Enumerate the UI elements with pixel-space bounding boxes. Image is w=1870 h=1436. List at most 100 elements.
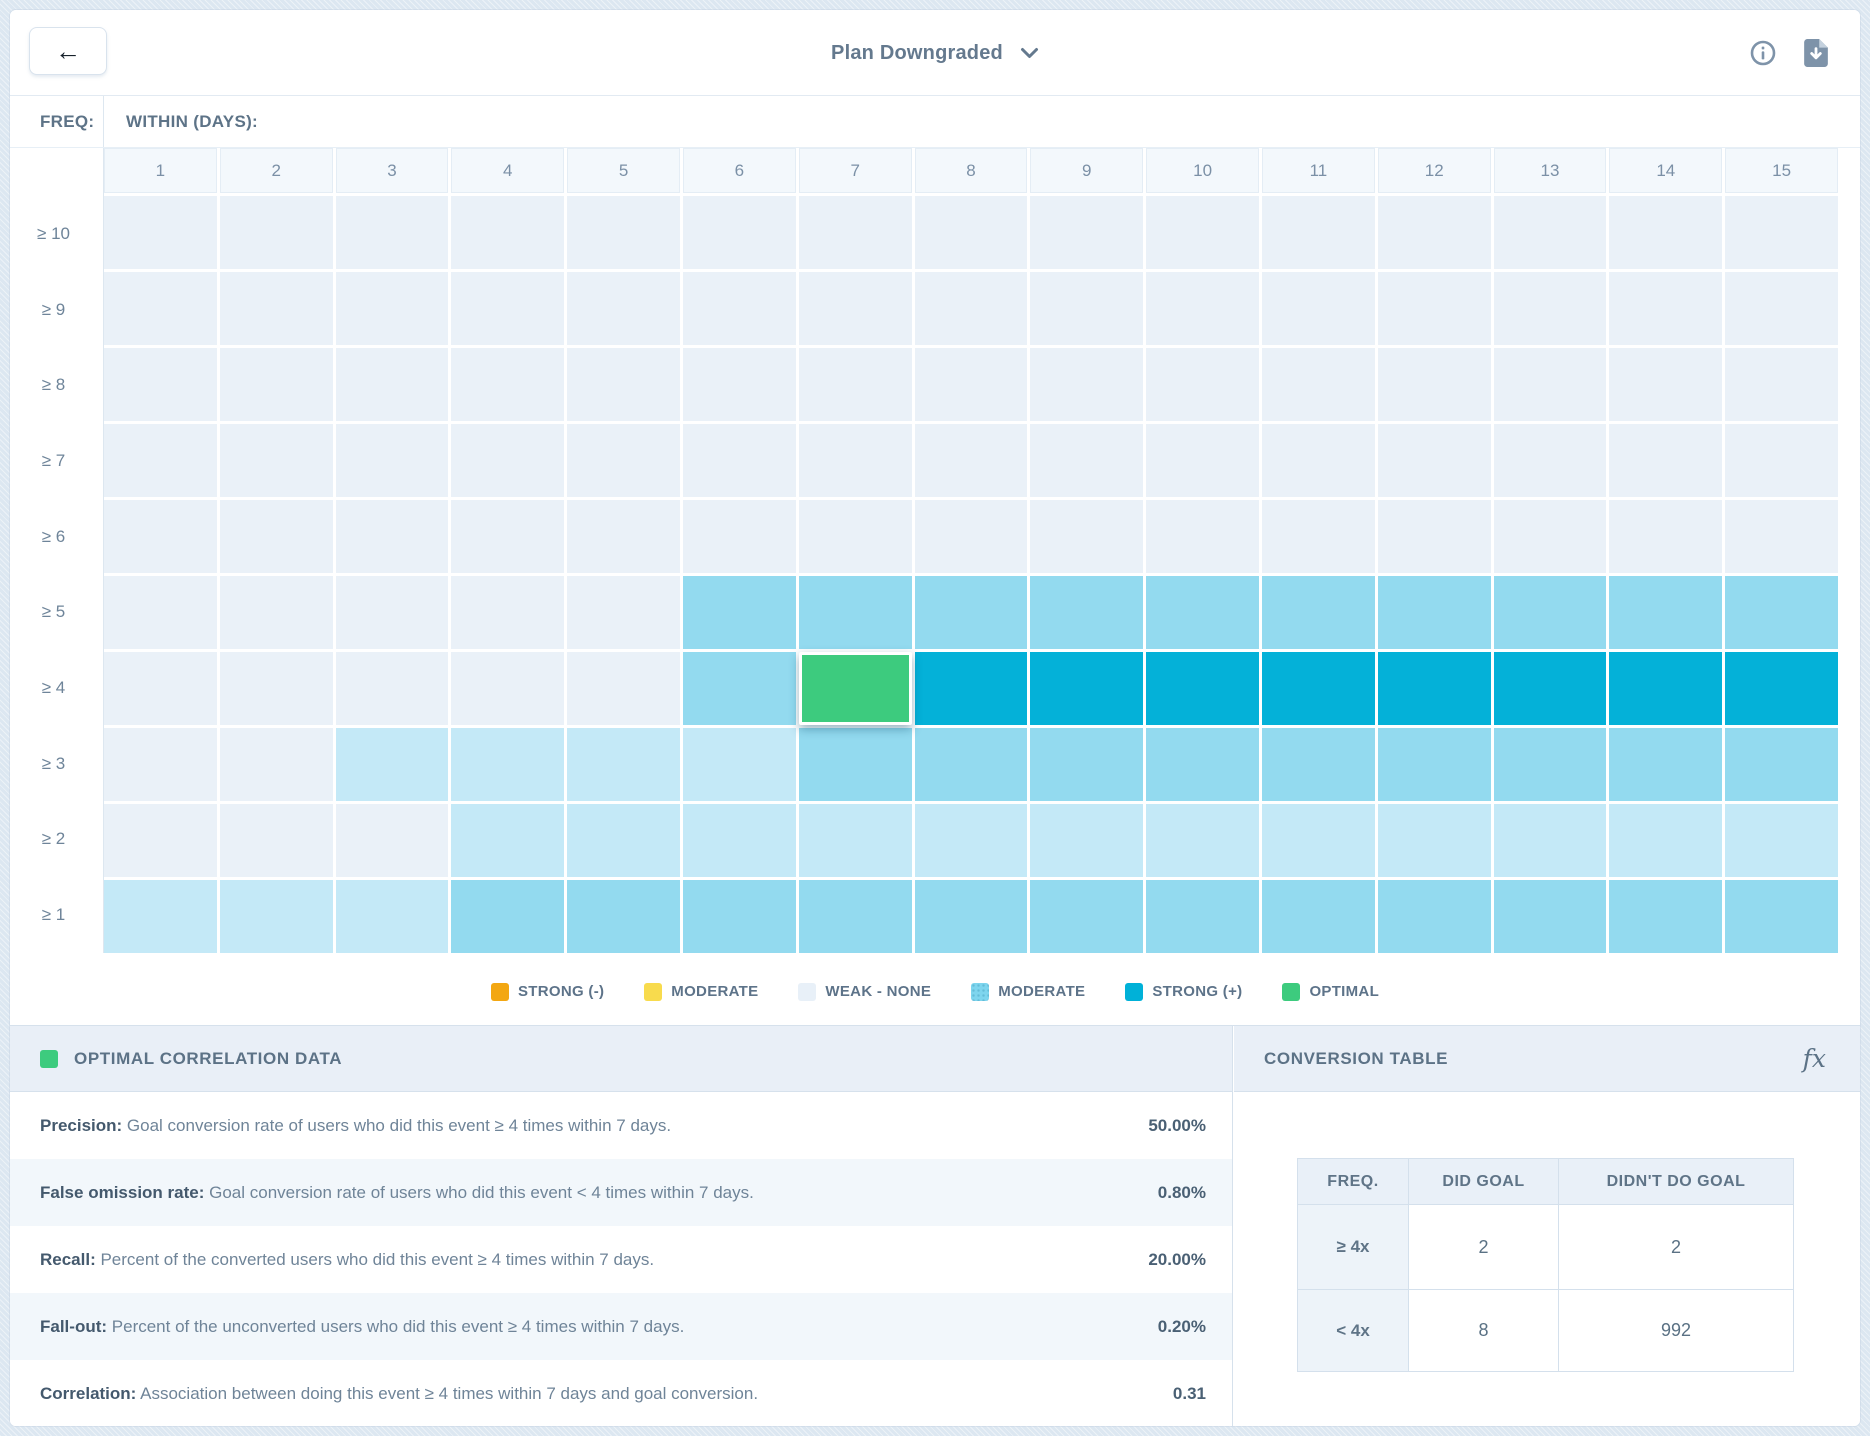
heatmap-cell[interactable] xyxy=(567,196,680,269)
heatmap-cell[interactable] xyxy=(914,196,1028,269)
heatmap-cell[interactable] xyxy=(451,652,565,725)
heatmap-cell[interactable] xyxy=(1146,576,1259,649)
heatmap-cell[interactable] xyxy=(567,272,680,345)
heatmap-cell[interactable] xyxy=(1493,196,1607,269)
heatmap-cell[interactable] xyxy=(683,652,796,725)
heatmap-cell[interactable] xyxy=(1146,880,1259,953)
download-button[interactable] xyxy=(1804,39,1828,67)
heatmap-cell[interactable] xyxy=(914,804,1028,877)
heatmap-cell[interactable] xyxy=(1146,652,1259,725)
heatmap-cell[interactable] xyxy=(104,424,217,497)
heatmap-cell[interactable] xyxy=(451,576,565,649)
heatmap-cell[interactable] xyxy=(1493,652,1607,725)
heatmap-cell[interactable] xyxy=(335,272,449,345)
heatmap-cell[interactable] xyxy=(1262,728,1375,801)
heatmap-cell[interactable] xyxy=(1377,424,1491,497)
heatmap-cell[interactable] xyxy=(1609,196,1723,269)
heatmap-cell[interactable] xyxy=(1030,196,1144,269)
heatmap-cell[interactable] xyxy=(567,728,680,801)
heatmap-cell[interactable] xyxy=(1262,652,1375,725)
heatmap-cell[interactable] xyxy=(451,196,565,269)
heatmap-cell[interactable] xyxy=(1262,804,1375,877)
heatmap-cell[interactable] xyxy=(1262,272,1375,345)
heatmap-cell[interactable] xyxy=(1493,880,1607,953)
heatmap-cell[interactable] xyxy=(798,196,912,269)
heatmap-cell[interactable] xyxy=(451,424,565,497)
heatmap-cell[interactable] xyxy=(1725,348,1838,421)
heatmap-cell[interactable] xyxy=(914,576,1028,649)
heatmap-cell[interactable] xyxy=(1725,272,1838,345)
heatmap-cell[interactable] xyxy=(104,196,217,269)
heatmap-cell[interactable] xyxy=(335,348,449,421)
heatmap-cell[interactable] xyxy=(1377,880,1491,953)
heatmap-cell[interactable] xyxy=(1493,272,1607,345)
heatmap-cell[interactable] xyxy=(1725,652,1838,725)
heatmap-cell[interactable] xyxy=(914,500,1028,573)
heatmap-cell[interactable] xyxy=(1262,424,1375,497)
heatmap-cell[interactable] xyxy=(567,576,680,649)
heatmap-cell[interactable] xyxy=(219,424,333,497)
heatmap-cell[interactable] xyxy=(1377,272,1491,345)
heatmap-cell[interactable] xyxy=(798,728,912,801)
heatmap-cell[interactable] xyxy=(219,728,333,801)
heatmap-cell[interactable] xyxy=(104,500,217,573)
heatmap-cell[interactable] xyxy=(219,576,333,649)
heatmap-cell[interactable] xyxy=(914,880,1028,953)
heatmap-cell[interactable] xyxy=(104,804,217,877)
heatmap-cell[interactable] xyxy=(219,348,333,421)
heatmap-cell[interactable] xyxy=(335,880,449,953)
heatmap-cell[interactable] xyxy=(1609,424,1723,497)
heatmap-cell[interactable] xyxy=(219,500,333,573)
heatmap-cell[interactable] xyxy=(1030,804,1144,877)
heatmap-cell[interactable] xyxy=(914,348,1028,421)
heatmap-cell[interactable] xyxy=(1030,880,1144,953)
heatmap-cell[interactable] xyxy=(683,880,796,953)
heatmap-cell[interactable] xyxy=(1609,804,1723,877)
heatmap-cell[interactable] xyxy=(1030,424,1144,497)
heatmap-cell[interactable] xyxy=(1030,348,1144,421)
heatmap-cell[interactable] xyxy=(104,576,217,649)
heatmap-cell[interactable] xyxy=(1609,652,1723,725)
heatmap-cell[interactable] xyxy=(335,576,449,649)
heatmap-cell[interactable] xyxy=(451,728,565,801)
heatmap-cell[interactable] xyxy=(683,424,796,497)
heatmap-cell[interactable] xyxy=(1725,500,1838,573)
heatmap-cell[interactable] xyxy=(1262,500,1375,573)
heatmap-cell[interactable] xyxy=(914,424,1028,497)
heatmap-cell[interactable] xyxy=(335,804,449,877)
info-button[interactable] xyxy=(1750,40,1776,66)
heatmap-cell[interactable] xyxy=(1377,348,1491,421)
heatmap-cell[interactable] xyxy=(683,576,796,649)
heatmap-cell[interactable] xyxy=(1030,652,1144,725)
heatmap-cell[interactable] xyxy=(798,348,912,421)
heatmap-cell[interactable] xyxy=(1609,880,1723,953)
heatmap-cell[interactable] xyxy=(1146,728,1259,801)
heatmap-cell[interactable] xyxy=(219,804,333,877)
heatmap-cell[interactable] xyxy=(1377,500,1491,573)
heatmap-cell[interactable] xyxy=(1146,272,1259,345)
heatmap-cell[interactable] xyxy=(1030,576,1144,649)
heatmap-cell[interactable] xyxy=(1493,424,1607,497)
heatmap-cell[interactable] xyxy=(1609,728,1723,801)
heatmap-cell[interactable] xyxy=(335,652,449,725)
heatmap-cell[interactable] xyxy=(1377,652,1491,725)
heatmap-cell[interactable] xyxy=(683,348,796,421)
heatmap-cell[interactable] xyxy=(219,880,333,953)
heatmap-cell[interactable] xyxy=(914,728,1028,801)
heatmap-cell[interactable] xyxy=(1725,880,1838,953)
heatmap-cell[interactable] xyxy=(1725,576,1838,649)
heatmap-cell[interactable] xyxy=(451,348,565,421)
heatmap-cell[interactable] xyxy=(683,804,796,877)
heatmap-cell[interactable] xyxy=(451,272,565,345)
heatmap-cell[interactable] xyxy=(798,880,912,953)
heatmap-cell[interactable] xyxy=(914,272,1028,345)
heatmap-cell[interactable] xyxy=(335,728,449,801)
heatmap-cell[interactable] xyxy=(798,424,912,497)
heatmap-cell[interactable] xyxy=(1262,880,1375,953)
heatmap-cell[interactable] xyxy=(1493,804,1607,877)
heatmap-cell[interactable] xyxy=(1146,424,1259,497)
heatmap-cell[interactable] xyxy=(219,196,333,269)
heatmap-cell[interactable] xyxy=(104,880,217,953)
heatmap-cell[interactable] xyxy=(914,652,1028,725)
heatmap-cell[interactable] xyxy=(335,500,449,573)
